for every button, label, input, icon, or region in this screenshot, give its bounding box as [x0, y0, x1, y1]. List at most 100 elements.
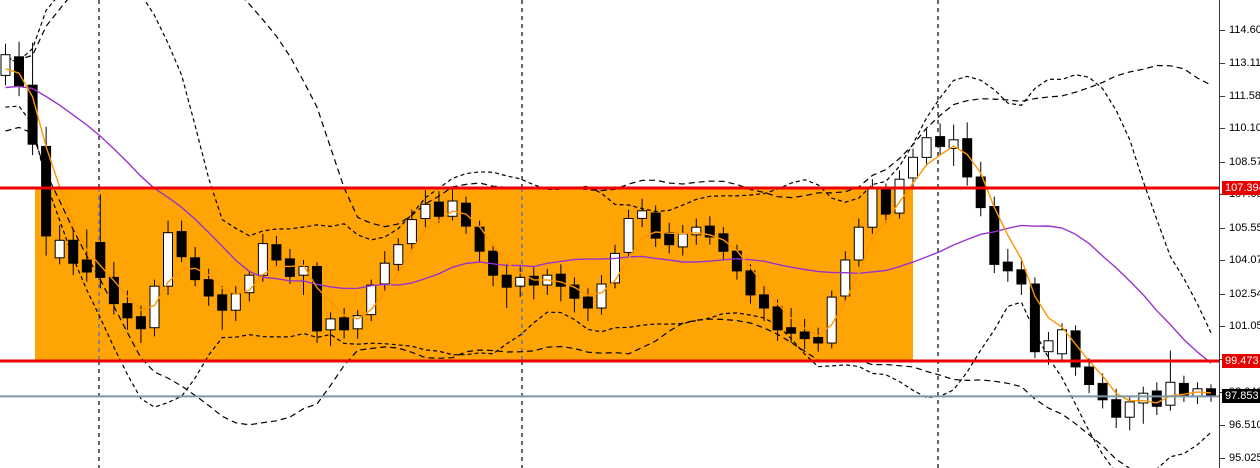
bull-candle-body: [623, 218, 634, 253]
axis-tick-label: 114.600: [1229, 24, 1260, 37]
bear-candle-body: [433, 201, 444, 217]
bull-candle-body: [894, 178, 905, 214]
bull-candle-body: [948, 139, 959, 150]
bear-candle-body: [813, 337, 824, 344]
bull-candle-body: [379, 262, 390, 285]
bull-candle-body: [853, 226, 864, 261]
bear-candle-body: [569, 284, 580, 299]
bear-candle-body: [284, 258, 295, 277]
bollinger-outer-lower-band: [5, 126, 1131, 468]
bear-candle-body: [1016, 269, 1027, 285]
axis-tick-mark: [1220, 260, 1225, 262]
bear-candle-body: [108, 276, 119, 305]
bear-candle-body: [501, 274, 512, 288]
bear-candle-body: [81, 259, 92, 273]
bear-candle-body: [271, 244, 282, 261]
bear-candle-body: [203, 279, 214, 297]
bear-candle-body: [339, 317, 350, 331]
bull-candle-body: [867, 187, 878, 228]
axis-tick-label: 110.100: [1229, 122, 1260, 135]
axis-tick-label: 111.585: [1229, 89, 1260, 102]
axis-tick-label: 101.055: [1229, 319, 1260, 332]
bull-candle-body: [1165, 381, 1176, 406]
bull-candle-body: [1043, 340, 1054, 353]
axis-tick-label: 102.540: [1229, 287, 1260, 300]
bull-candle-body: [908, 156, 918, 179]
bull-candle-body: [352, 315, 363, 330]
bull-candle-body: [230, 293, 241, 311]
bull-candle-body: [420, 203, 431, 220]
bull-candle-body: [610, 252, 620, 284]
bear-candle-body: [582, 296, 593, 309]
bollinger-inner-lower-band: [5, 105, 1212, 468]
bear-candle-body: [555, 273, 566, 287]
bear-candle-body: [880, 188, 891, 215]
bear-candle-body: [528, 275, 539, 286]
bear-candle-body: [935, 136, 946, 147]
axis-tick-label: 95.025: [1229, 451, 1260, 464]
bull-candle-body: [393, 244, 404, 265]
bull-candle-body: [257, 243, 268, 276]
bear-candle-body: [975, 176, 986, 209]
bull-candle-body: [596, 283, 607, 309]
bear-candle-body: [122, 303, 133, 319]
bull-candle-body: [54, 239, 65, 259]
bull-candle-body: [0, 54, 11, 76]
bull-candle-body: [1057, 329, 1067, 355]
support-price-tag: 99.473: [1222, 354, 1260, 368]
bear-candle-body: [799, 331, 810, 340]
last-price-tag: 97.853: [1222, 389, 1260, 404]
bear-candle-body: [217, 294, 228, 311]
bear-candle-body: [95, 242, 106, 278]
bull-candle-body: [637, 210, 648, 219]
bull-candle-body: [406, 219, 417, 245]
bear-candle-body: [704, 225, 715, 238]
axis-tick-label: 113.115: [1229, 56, 1260, 69]
bear-candle-body: [176, 231, 187, 258]
bull-candle-body: [515, 276, 526, 287]
bear-candle-body: [786, 327, 797, 334]
highlight-rectangle: [35, 188, 913, 362]
axis-tick-label: 108.570: [1229, 155, 1260, 168]
axis-tick-label: 116.130: [1229, 0, 1260, 3]
price-axis: 116.130 114.600 113.115 111.585 110.100 108.5…: [1219, 0, 1260, 468]
bollinger-inner-upper-band: [5, 0, 1212, 333]
bear-candle-body: [745, 270, 756, 296]
axis-tick-label: 104.070: [1229, 254, 1260, 267]
axis-tick-label: 96.510: [1229, 419, 1260, 432]
bear-candle-body: [312, 266, 322, 332]
bear-candle-body: [1111, 399, 1122, 418]
bull-candle-body: [325, 318, 336, 331]
chart-plot-area[interactable]: [0, 0, 1219, 468]
bear-candle-body: [1084, 366, 1095, 385]
bear-candle-body: [1151, 390, 1162, 407]
bear-candle-body: [962, 138, 973, 178]
price-chart-svg: [0, 0, 1219, 468]
axis-tick-mark: [1220, 30, 1225, 32]
axis-tick-mark: [1220, 128, 1225, 130]
axis-tick-mark: [1220, 293, 1225, 295]
axis-tick-mark: [1220, 62, 1225, 64]
bear-candle-body: [41, 145, 52, 237]
bull-candle-body: [921, 137, 932, 158]
axis-tick-mark: [1220, 457, 1225, 459]
bull-candle-body: [691, 226, 702, 236]
axis-tick-mark: [1220, 227, 1225, 229]
bear-candle-body: [664, 232, 675, 246]
axis-tick-mark: [1220, 325, 1225, 327]
bull-candle-body: [1124, 401, 1135, 418]
bear-candle-body: [27, 84, 38, 145]
bear-candle-body: [718, 233, 729, 252]
bear-candle-body: [1097, 382, 1108, 401]
bear-candle-body: [772, 306, 783, 331]
bull-candle-body: [1138, 392, 1149, 404]
bear-candle-body: [1029, 283, 1040, 353]
axis-tick-mark: [1220, 425, 1225, 427]
bull-candle-body: [826, 296, 837, 344]
fast-ma-line: [5, 68, 1212, 404]
axis-tick-mark: [1220, 161, 1225, 163]
bear-candle-body: [68, 239, 79, 264]
resistance-price-tag: 107.394: [1222, 181, 1260, 196]
bear-candle-body: [135, 316, 146, 330]
